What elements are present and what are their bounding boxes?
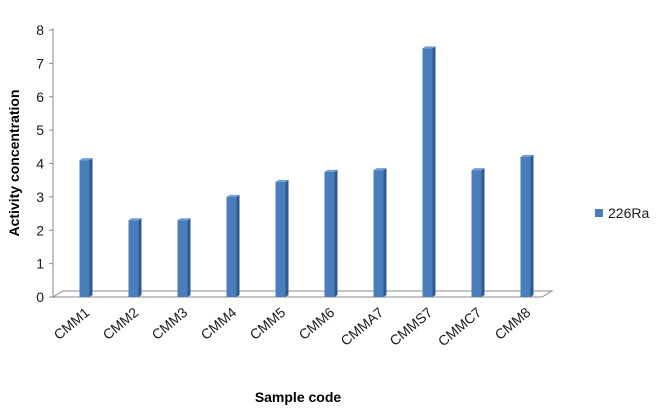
bar-cmm2 xyxy=(128,218,142,297)
bar-top xyxy=(128,218,142,221)
bar-front xyxy=(373,170,384,297)
bar-top xyxy=(520,154,534,157)
bar-front xyxy=(177,220,188,297)
bar-cmm1 xyxy=(79,158,93,297)
bar-front xyxy=(422,48,433,298)
x-tick-label-cmms7: CMMS7 xyxy=(386,304,435,349)
bar-side xyxy=(432,46,436,298)
y-tick-label: 0 xyxy=(36,289,44,305)
y-tick-label: 5 xyxy=(36,122,44,138)
y-tick-label: 4 xyxy=(36,156,44,172)
x-tick-label-cmm5: CMM5 xyxy=(247,304,289,343)
x-tick-label-cmm3: CMM3 xyxy=(149,304,191,343)
bar-side xyxy=(334,169,338,297)
bar-top xyxy=(79,158,93,161)
bar-top xyxy=(471,168,485,171)
bar-front xyxy=(324,171,335,297)
bar-cmma7 xyxy=(373,168,387,297)
legend: 226Ra xyxy=(595,205,649,221)
bar-front xyxy=(520,156,531,297)
y-tick-label: 3 xyxy=(36,189,44,205)
bar-cmm8 xyxy=(520,154,534,297)
x-tick-label-cmmc7: CMMC7 xyxy=(435,304,485,349)
y-tick-label: 1 xyxy=(36,256,44,272)
bar-side xyxy=(236,194,240,297)
bar-cmm5 xyxy=(275,179,289,297)
bar-top xyxy=(373,168,387,171)
x-tick-label-cmm4: CMM4 xyxy=(198,304,240,343)
bar-side xyxy=(89,158,93,297)
y-axis-title: Activity concentration xyxy=(6,89,22,236)
x-tick-label-cmm8: CMM8 xyxy=(492,304,534,343)
legend-swatch xyxy=(595,209,603,217)
y-tick-label: 2 xyxy=(36,222,44,238)
bar-top xyxy=(324,169,338,172)
bar-cmm3 xyxy=(177,218,191,297)
bar-front xyxy=(128,220,139,297)
y-tick-label: 6 xyxy=(36,89,44,105)
bar-side xyxy=(138,218,142,297)
bar-side xyxy=(285,179,289,297)
bar-side xyxy=(383,168,387,297)
bar-cmmc7 xyxy=(471,168,485,297)
y-tick-label: 7 xyxy=(36,55,44,71)
y-axis: 0 1 2 3 4 5 6 7 8 xyxy=(36,22,54,305)
bar-top xyxy=(226,194,240,197)
bar-side xyxy=(187,218,191,297)
bar-front xyxy=(275,181,286,297)
bar-cmm6 xyxy=(324,169,338,297)
legend-label-226ra: 226Ra xyxy=(608,205,649,221)
bar-front xyxy=(471,170,482,297)
bar-cmm4 xyxy=(226,194,240,297)
bar-cmms7 xyxy=(422,46,436,298)
bar-top xyxy=(177,218,191,221)
x-tick-label-cmm6: CMM6 xyxy=(296,304,338,343)
x-tick-label-cmm2: CMM2 xyxy=(100,304,142,343)
bar-top xyxy=(422,46,436,49)
x-axis-title: Sample code xyxy=(255,389,342,405)
bar-front xyxy=(226,196,237,297)
bar-front xyxy=(79,160,90,297)
bar-side xyxy=(481,168,485,297)
x-tick-labels: CMM1 CMM2 CMM3 CMM4 CMM5 CMM6 CMMA7 CMMS7 CMMC7 C… xyxy=(51,304,534,349)
bars xyxy=(79,46,534,298)
bar-side xyxy=(530,154,534,297)
bar-top xyxy=(275,179,289,182)
y-tick-label: 8 xyxy=(36,22,44,38)
x-tick-label-cmma7: CMMA7 xyxy=(337,304,386,349)
x-tick-label-cmm1: CMM1 xyxy=(51,304,93,343)
